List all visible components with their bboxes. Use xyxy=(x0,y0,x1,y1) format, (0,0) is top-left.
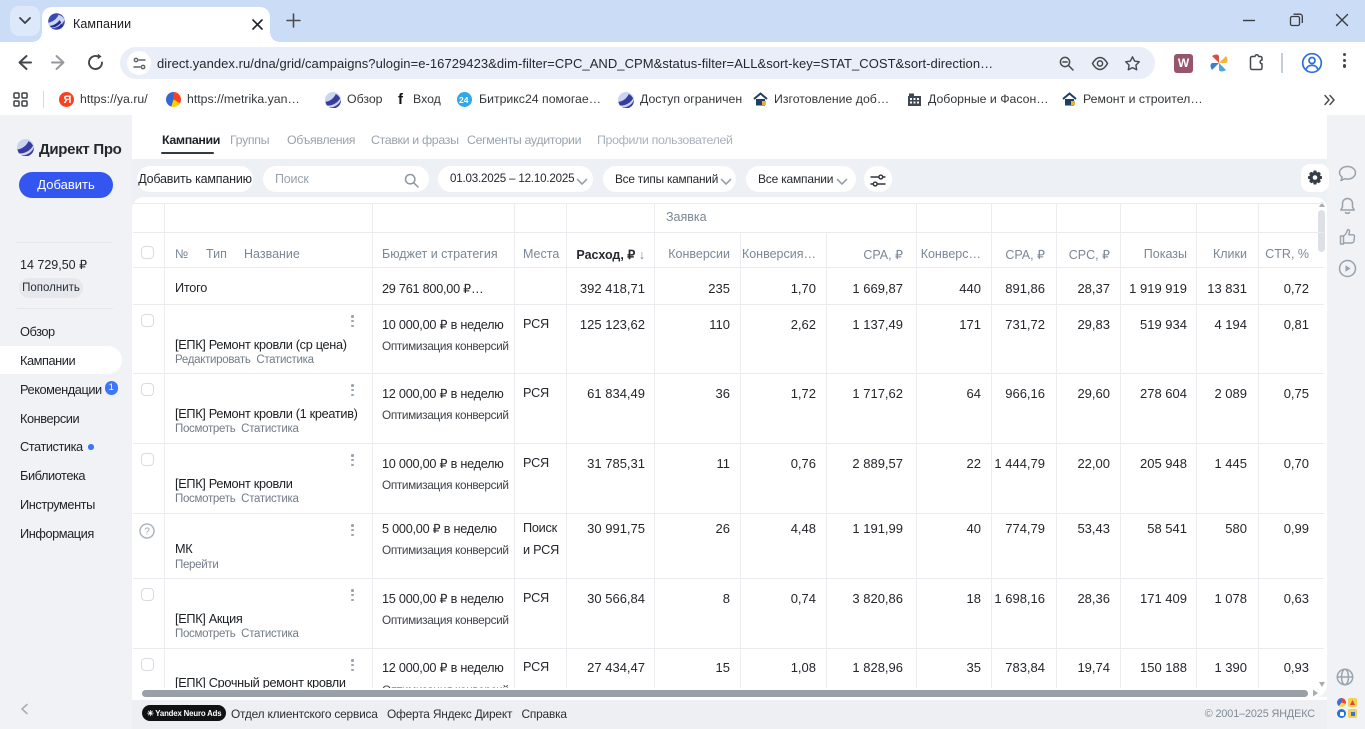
svg-text:?: ? xyxy=(144,527,150,538)
